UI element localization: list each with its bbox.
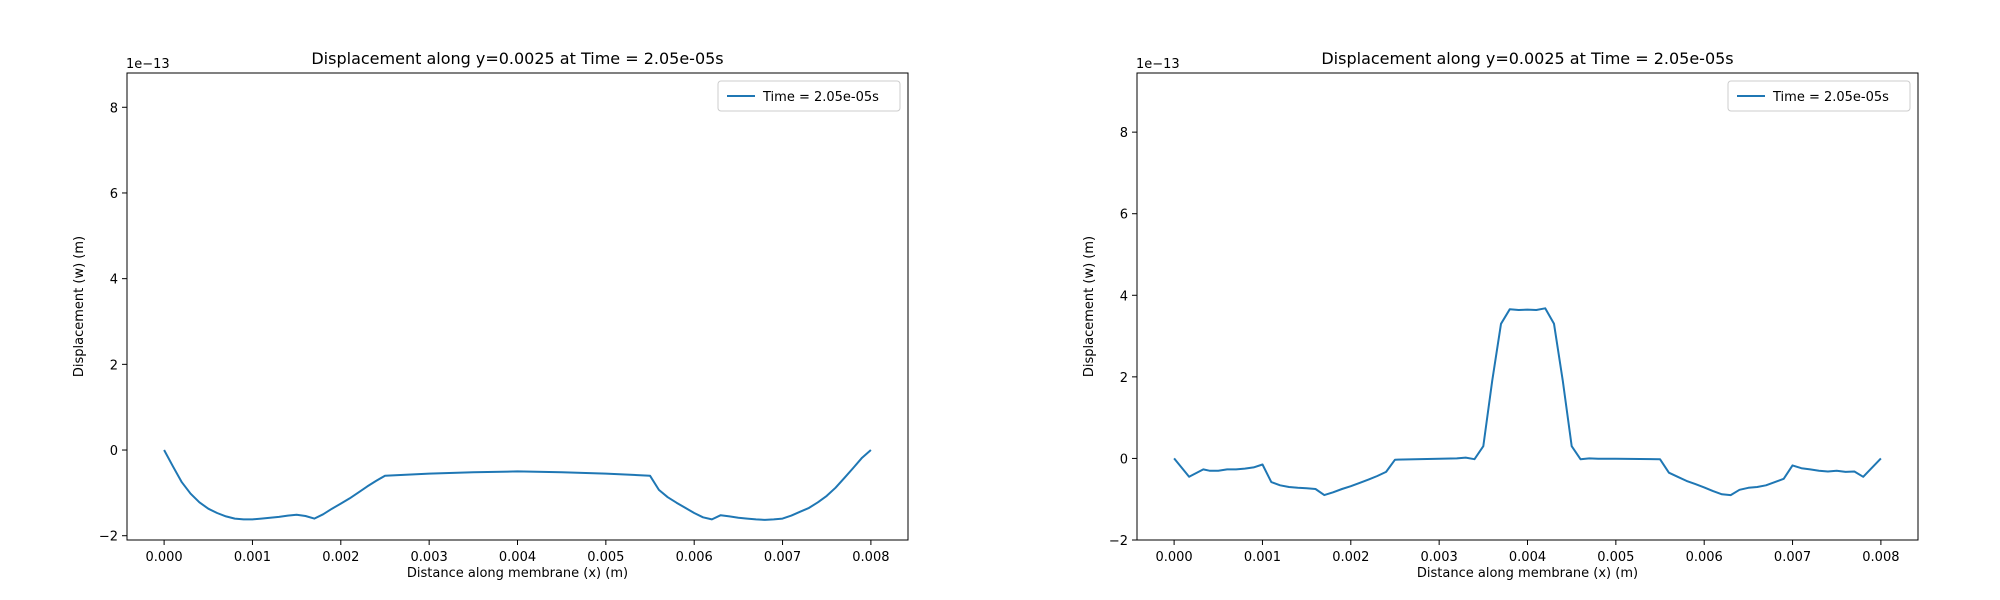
chart-panel-1: 0.000 0.001 0.002 0.003 0.004 0.005 0.006 0.007… — [72, 49, 909, 581]
y-tick-label: 8 — [1120, 126, 1128, 141]
y-offset-label: 1e−13 — [1136, 57, 1180, 72]
x-axis-label: Distance along membrane (x) (m) — [407, 566, 628, 581]
chart-title: Displacement along y=0.0025 at Time = 2.… — [311, 49, 723, 68]
y-axis-label: Displacement (w) (m) — [1082, 236, 1097, 377]
x-tick-label: 0.006 — [676, 550, 713, 565]
y-axis-label: Displacement (w) (m) — [72, 236, 87, 377]
x-tick-label: 0.004 — [1509, 550, 1546, 565]
x-tick-label: 0.002 — [1332, 550, 1369, 565]
legend-box — [1727, 80, 1911, 112]
y-tick-label: 2 — [1120, 371, 1128, 386]
series-line-1 — [163, 449, 872, 521]
panels: 0.000 0.001 0.002 0.003 0.004 0.005 0.006 0.007… — [72, 49, 1919, 581]
y-tick-label: 8 — [110, 101, 118, 116]
y-tick-label: 4 — [110, 273, 118, 288]
x-tick-label: 0.000 — [145, 550, 182, 565]
x-tick-label: 0.005 — [1597, 550, 1634, 565]
chart-title: Displacement along y=0.0025 at Time = 2.… — [1321, 49, 1733, 68]
y-tick-label: 4 — [1120, 289, 1128, 304]
y-tick-label: 0 — [110, 444, 118, 459]
chart-panel-2: 0.000 0.001 0.002 0.003 0.004 0.005 0.006 0.007… — [1082, 49, 1919, 581]
y-tick-label: 6 — [1120, 208, 1128, 223]
series-line-1 — [1173, 307, 1882, 497]
legend-box — [717, 80, 901, 112]
legend-entry-label: Time = 2.05e-05s — [762, 90, 879, 105]
legend: Time = 2.05e-05s — [1727, 80, 1911, 112]
x-tick-label: 0.007 — [764, 550, 801, 565]
x-tick-label: 0.006 — [1686, 550, 1723, 565]
x-tick-label: 0.004 — [499, 550, 536, 565]
y-tick-label: −2 — [1109, 534, 1128, 549]
y-tick-label: −2 — [99, 530, 118, 545]
legend: Time = 2.05e-05s — [717, 80, 901, 112]
x-tick-label: 0.003 — [411, 550, 448, 565]
x-tick-label: 0.001 — [234, 550, 271, 565]
x-tick-label: 0.002 — [322, 550, 359, 565]
x-tick-label: 0.008 — [1862, 550, 1899, 565]
y-tick-label: 0 — [1120, 452, 1128, 467]
legend-entry-label: Time = 2.05e-05s — [1772, 90, 1889, 105]
y-offset-label: 1e−13 — [126, 57, 170, 72]
x-tick-label: 0.001 — [1244, 550, 1281, 565]
x-tick-label: 0.003 — [1421, 550, 1458, 565]
x-tick-label: 0.007 — [1774, 550, 1811, 565]
x-tick-label: 0.005 — [587, 550, 624, 565]
x-axis-label: Distance along membrane (x) (m) — [1417, 566, 1638, 581]
x-tick-label: 0.008 — [852, 550, 889, 565]
y-tick-label: 6 — [110, 187, 118, 202]
y-tick-label: 2 — [110, 358, 118, 373]
x-tick-label: 0.000 — [1155, 550, 1192, 565]
